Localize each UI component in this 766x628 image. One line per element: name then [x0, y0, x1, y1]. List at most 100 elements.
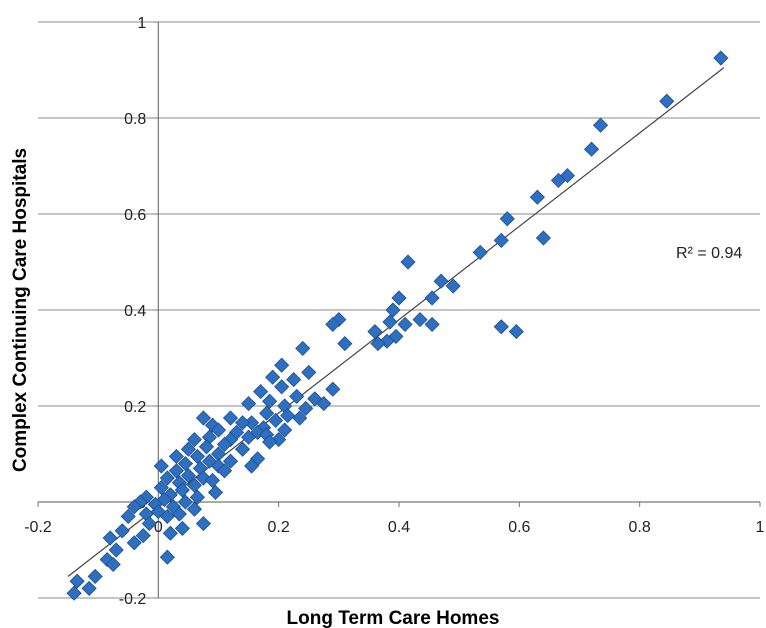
data-point-34 — [286, 372, 302, 388]
data-point-101 — [186, 501, 202, 517]
data-point-83 — [180, 468, 196, 484]
data-point-37 — [253, 384, 269, 400]
data-point-122 — [66, 585, 82, 601]
data-point-23 — [367, 324, 383, 340]
data-point-3 — [583, 141, 600, 157]
data-point-36 — [325, 381, 341, 397]
data-point-5 — [550, 172, 567, 188]
data-point-19 — [412, 312, 428, 328]
data-point-76 — [177, 456, 193, 472]
data-point-77 — [244, 458, 260, 474]
data-point-10 — [472, 244, 488, 260]
data-points — [66, 50, 729, 601]
data-point-118 — [159, 549, 175, 565]
data-point-58 — [210, 422, 227, 438]
data-point-109 — [174, 520, 190, 536]
data-point-120 — [69, 573, 85, 589]
data-point-13 — [400, 254, 416, 270]
data-point-0 — [713, 50, 729, 66]
data-point-18 — [424, 316, 440, 332]
data-point-112 — [135, 528, 151, 544]
r-squared-annotation: R² = 0.94 — [676, 245, 742, 262]
data-point-12 — [508, 324, 524, 340]
tick-labels: -0.200.20.40.60.81-0.200.20.40.60.81 — [24, 15, 764, 608]
data-point-71 — [189, 448, 206, 464]
data-point-105 — [159, 508, 175, 524]
data-point-117 — [105, 556, 121, 572]
x-tick-label-2: 0.2 — [268, 519, 290, 536]
data-point-45 — [259, 405, 275, 421]
data-point-111 — [162, 525, 178, 541]
data-point-21 — [382, 314, 398, 330]
data-point-40 — [316, 396, 332, 412]
data-point-22 — [397, 316, 413, 332]
data-point-26 — [370, 336, 386, 352]
data-point-33 — [265, 369, 281, 385]
x-tick-label-6: 1 — [756, 519, 765, 536]
data-point-82 — [216, 463, 233, 479]
data-point-32 — [301, 364, 317, 380]
data-point-15 — [445, 278, 461, 294]
data-point-67 — [198, 439, 215, 455]
y-tick-label-5: 0.8 — [124, 111, 146, 128]
data-point-90 — [174, 482, 190, 498]
data-point-6 — [529, 189, 545, 205]
data-point-66 — [216, 436, 233, 452]
data-point-8 — [499, 211, 515, 227]
data-point-69 — [180, 441, 196, 457]
y-tick-label-3: 0.4 — [124, 303, 146, 320]
data-point-74 — [222, 453, 239, 469]
data-point-104 — [171, 506, 187, 522]
data-point-16 — [424, 290, 440, 306]
data-point-41 — [262, 393, 278, 409]
data-point-81 — [168, 463, 184, 479]
y-tick-label-6: 1 — [137, 15, 146, 32]
data-point-86 — [204, 472, 221, 488]
data-point-79 — [153, 458, 169, 474]
data-point-91 — [207, 484, 224, 500]
data-point-7 — [535, 230, 551, 246]
data-point-52 — [235, 415, 251, 431]
data-point-43 — [298, 400, 314, 416]
x-axis-title: Long Term Care Homes — [287, 608, 500, 628]
data-point-110 — [114, 523, 130, 539]
data-point-85 — [159, 470, 175, 486]
data-point-17 — [391, 290, 407, 306]
data-point-38 — [289, 388, 305, 404]
y-tick-label-4: 0.6 — [124, 207, 146, 224]
data-point-11 — [493, 319, 509, 335]
data-point-107 — [195, 516, 212, 532]
data-point-61 — [241, 429, 257, 445]
data-point-100 — [126, 499, 142, 515]
data-point-1 — [659, 93, 675, 109]
data-point-119 — [87, 568, 103, 584]
data-point-89 — [153, 480, 169, 496]
x-tick-label-0: -0.2 — [24, 519, 52, 536]
data-point-42 — [241, 396, 257, 412]
data-point-47 — [292, 410, 308, 426]
data-point-35 — [274, 379, 290, 395]
data-point-88 — [186, 477, 202, 493]
x-tick-label-4: 0.6 — [508, 519, 530, 536]
y-axis-title: Complex Continuing Care Hospitals — [10, 148, 31, 472]
data-point-31 — [274, 357, 290, 373]
data-point-9 — [493, 232, 509, 248]
x-tick-label-3: 0.4 — [388, 519, 410, 536]
data-point-30 — [295, 340, 311, 356]
data-point-55 — [277, 422, 293, 438]
data-point-51 — [195, 410, 212, 426]
data-point-114 — [126, 535, 142, 551]
data-point-46 — [280, 408, 296, 424]
data-point-64 — [186, 432, 202, 448]
data-point-50 — [222, 410, 239, 426]
data-point-113 — [102, 530, 118, 546]
x-tick-label-1: 0 — [154, 519, 163, 536]
data-point-108 — [141, 516, 157, 532]
data-point-121 — [81, 580, 97, 596]
data-point-14 — [433, 273, 449, 289]
data-point-20 — [385, 302, 401, 318]
x-tick-label-5: 0.8 — [629, 519, 651, 536]
data-point-28 — [325, 316, 341, 332]
y-tick-label-2: 0.2 — [124, 399, 146, 416]
